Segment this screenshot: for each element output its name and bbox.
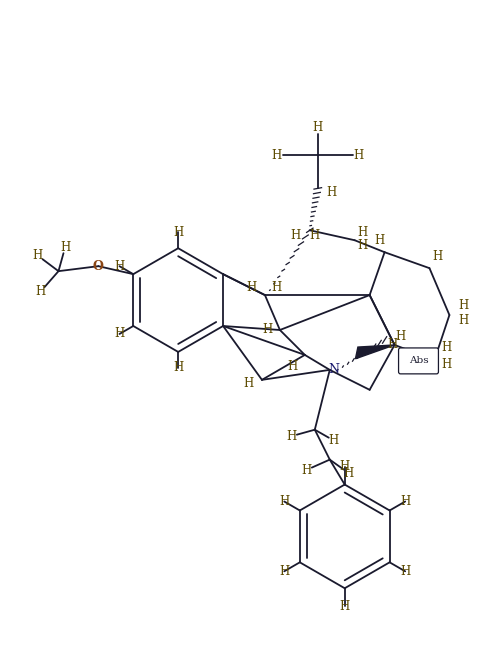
Text: H: H [243, 378, 253, 391]
Text: H: H [387, 338, 398, 351]
Text: H: H [441, 359, 451, 372]
Text: H: H [395, 331, 406, 344]
Text: H: H [246, 280, 256, 293]
Text: H: H [340, 600, 350, 613]
Polygon shape [355, 345, 395, 359]
Text: H: H [310, 229, 320, 242]
Text: H: H [441, 342, 451, 355]
Text: H: H [374, 234, 385, 246]
Text: Abs: Abs [408, 357, 428, 365]
Text: H: H [432, 250, 443, 263]
Text: H: H [173, 361, 183, 374]
Text: H: H [353, 149, 364, 162]
Text: H: H [60, 241, 70, 254]
Text: H: H [400, 565, 410, 578]
Text: H: H [458, 314, 468, 327]
Text: H: H [114, 327, 124, 340]
Text: H: H [272, 280, 282, 293]
Text: H: H [288, 361, 298, 374]
Text: H: H [36, 285, 46, 298]
Text: H: H [301, 464, 311, 477]
Text: H: H [114, 259, 124, 273]
Text: O: O [93, 259, 104, 273]
Text: H: H [329, 434, 339, 447]
Text: H: H [458, 299, 468, 312]
Text: H: H [358, 239, 368, 252]
Text: H: H [173, 226, 183, 239]
Text: H: H [400, 495, 410, 508]
Text: H: H [279, 495, 289, 508]
Text: H: H [344, 467, 354, 480]
Text: H: H [263, 323, 273, 336]
FancyBboxPatch shape [399, 348, 438, 374]
Text: H: H [340, 460, 350, 473]
Text: H: H [313, 121, 323, 134]
Text: H: H [286, 430, 296, 443]
Text: H: H [358, 226, 368, 239]
Text: N: N [328, 363, 339, 376]
Text: H: H [291, 229, 301, 242]
Text: H: H [326, 186, 337, 199]
Text: H: H [33, 249, 43, 262]
Text: H: H [279, 565, 289, 578]
Text: H: H [272, 149, 282, 162]
